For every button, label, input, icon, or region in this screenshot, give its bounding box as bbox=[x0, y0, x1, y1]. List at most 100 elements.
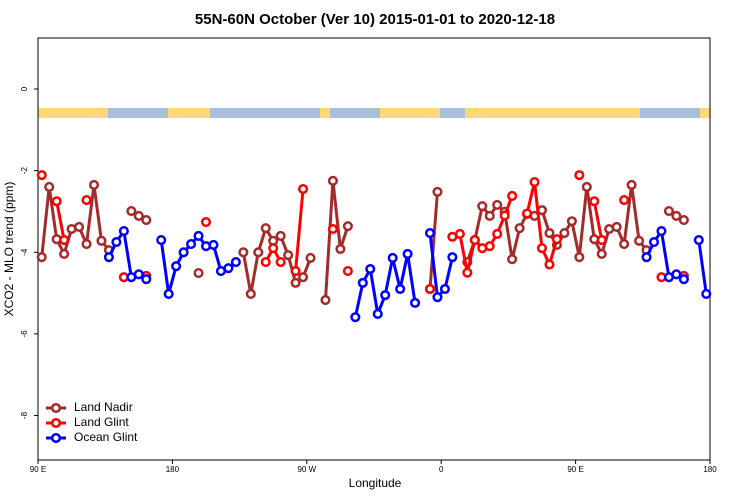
data-point bbox=[395, 283, 406, 295]
data-point bbox=[469, 234, 480, 246]
data-point bbox=[186, 239, 197, 250]
x-tick-label: 0 bbox=[439, 465, 444, 474]
data-point bbox=[507, 190, 518, 201]
data-point bbox=[372, 308, 383, 319]
series-line bbox=[55, 200, 66, 241]
data-point bbox=[544, 259, 555, 270]
data-point bbox=[327, 223, 338, 235]
legend-label: Land Nadir bbox=[74, 400, 133, 414]
data-point bbox=[410, 297, 421, 308]
data-point bbox=[566, 216, 577, 227]
legend-marker bbox=[50, 417, 62, 429]
data-point bbox=[551, 234, 562, 245]
series-line bbox=[428, 191, 439, 290]
data-point bbox=[656, 225, 667, 237]
data-point bbox=[36, 170, 47, 181]
data-point bbox=[193, 230, 204, 241]
data-point bbox=[357, 277, 368, 288]
data-point bbox=[268, 243, 279, 254]
series-line bbox=[40, 184, 111, 258]
data-point bbox=[305, 252, 316, 264]
data-point bbox=[514, 223, 525, 234]
data-point bbox=[693, 234, 704, 246]
data-point bbox=[51, 196, 62, 207]
y-axis-label: XCO2 - MLO trend (ppm) bbox=[2, 182, 16, 317]
data-point bbox=[432, 186, 443, 197]
data-point bbox=[327, 175, 338, 186]
data-point bbox=[619, 239, 630, 250]
data-point bbox=[163, 288, 174, 299]
data-point bbox=[253, 247, 264, 258]
data-point bbox=[81, 239, 92, 250]
data-point bbox=[634, 235, 645, 246]
data-point bbox=[59, 248, 70, 259]
data-point bbox=[439, 283, 450, 295]
legend-marker bbox=[50, 432, 62, 444]
data-point bbox=[298, 183, 309, 195]
data-point bbox=[581, 181, 592, 193]
data-point bbox=[335, 243, 346, 255]
series-line bbox=[294, 188, 305, 272]
data-point bbox=[424, 283, 436, 295]
data-point bbox=[365, 263, 376, 275]
data-point bbox=[424, 228, 436, 239]
data-point bbox=[402, 248, 413, 259]
chart-title: 55N-60N October (Ver 10) 2015-01-01 to 2… bbox=[195, 11, 555, 28]
plot-frame bbox=[37, 37, 711, 461]
data-point bbox=[200, 217, 212, 228]
data-point bbox=[596, 234, 607, 246]
data-point bbox=[126, 205, 137, 217]
data-point bbox=[522, 208, 533, 219]
legend-label: Land Glint bbox=[74, 415, 129, 429]
data-point bbox=[619, 194, 630, 206]
data-point bbox=[171, 261, 182, 272]
y-tick-label: -8 bbox=[20, 411, 29, 419]
data-point bbox=[133, 269, 144, 280]
legend-marker bbox=[50, 402, 62, 414]
data-point bbox=[529, 177, 540, 188]
data-point bbox=[260, 257, 271, 268]
data-point bbox=[223, 263, 234, 274]
data-point bbox=[290, 277, 301, 288]
data-point bbox=[663, 205, 674, 217]
x-tick-label: 180 bbox=[703, 465, 717, 474]
y-tick-label: -2 bbox=[20, 167, 29, 175]
data-point bbox=[141, 214, 152, 226]
data-point bbox=[678, 214, 689, 226]
data-point bbox=[193, 268, 204, 279]
data-point bbox=[81, 194, 92, 206]
data-point bbox=[626, 179, 637, 190]
data-point bbox=[59, 234, 70, 246]
series-line bbox=[697, 239, 708, 295]
data-point bbox=[641, 252, 652, 263]
x-tick-label: 180 bbox=[166, 465, 180, 474]
data-point bbox=[74, 221, 85, 233]
series-line bbox=[592, 200, 604, 241]
data-point bbox=[559, 228, 570, 239]
data-point bbox=[342, 221, 353, 232]
data-point bbox=[611, 221, 622, 233]
data-point bbox=[36, 252, 47, 263]
data-point bbox=[178, 247, 189, 258]
data-point bbox=[380, 290, 391, 301]
data-point bbox=[596, 248, 607, 259]
series-line bbox=[323, 180, 350, 301]
x-tick-label: 90 W bbox=[297, 465, 316, 474]
x-axis-label: Longitude bbox=[349, 476, 402, 490]
data-point bbox=[477, 201, 488, 212]
data-point bbox=[462, 267, 473, 278]
y-tick-label: 0 bbox=[20, 86, 29, 91]
data-point bbox=[298, 272, 309, 283]
data-point bbox=[671, 210, 682, 221]
data-point bbox=[290, 265, 301, 277]
data-point bbox=[544, 228, 555, 239]
series-line bbox=[428, 232, 454, 301]
data-point bbox=[342, 265, 353, 277]
data-point bbox=[111, 237, 122, 248]
data-point bbox=[492, 228, 503, 239]
data-point bbox=[574, 170, 585, 181]
data-point bbox=[103, 252, 114, 263]
legend-label: Ocean Glint bbox=[74, 430, 138, 444]
data-point bbox=[133, 210, 144, 221]
